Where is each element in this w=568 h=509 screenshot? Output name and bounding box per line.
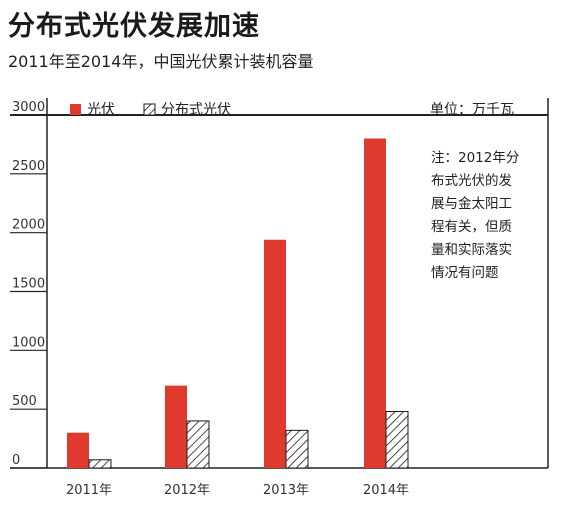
y-tick-label: 0 xyxy=(12,453,20,468)
note-line: 程有关，但质 xyxy=(431,219,512,235)
y-tick-label: 500 xyxy=(12,394,37,409)
bar-distributed xyxy=(285,429,309,469)
x-tick-label: 2014年 xyxy=(363,483,409,498)
legend: 光伏 分布式光伏 xyxy=(70,102,231,118)
note-line: 情况有问题 xyxy=(431,265,499,281)
y-tick-label: 1500 xyxy=(12,277,45,292)
unit-label: 单位：万千瓦 xyxy=(430,102,514,118)
bar-solar xyxy=(364,138,386,469)
x-tick-label: 2011年 xyxy=(66,483,112,498)
bar-solar xyxy=(264,239,286,468)
legend-swatch-solar xyxy=(70,104,81,115)
legend-label-solar: 光伏 xyxy=(87,102,115,118)
bar-distributed xyxy=(385,411,409,469)
chart-subtitle: 2011年至2014年，中国光伏累计装机容量 xyxy=(8,52,314,71)
note-line: 注：2012年分 xyxy=(431,150,519,166)
note-line: 展与金太阳工 xyxy=(431,196,512,212)
bar-solar xyxy=(165,385,187,468)
y-tick-label: 2000 xyxy=(12,218,45,233)
y-tick-label: 2500 xyxy=(12,159,45,174)
note-line: 量和实际落实 xyxy=(431,242,512,258)
legend-swatch-distributed xyxy=(143,103,156,116)
legend-label-distributed: 分布式光伏 xyxy=(161,102,231,118)
x-tick-label: 2012年 xyxy=(164,483,210,498)
bar-distributed xyxy=(186,420,210,469)
y-tick-label: 1000 xyxy=(12,335,45,350)
bar-solar xyxy=(67,432,89,468)
chart-title: 分布式光伏发展加速 xyxy=(8,11,260,42)
bar-distributed xyxy=(88,459,112,469)
note-line: 布式光伏的发 xyxy=(431,173,512,189)
y-tick-label: 3000 xyxy=(12,100,45,115)
x-tick-label: 2013年 xyxy=(263,483,309,498)
